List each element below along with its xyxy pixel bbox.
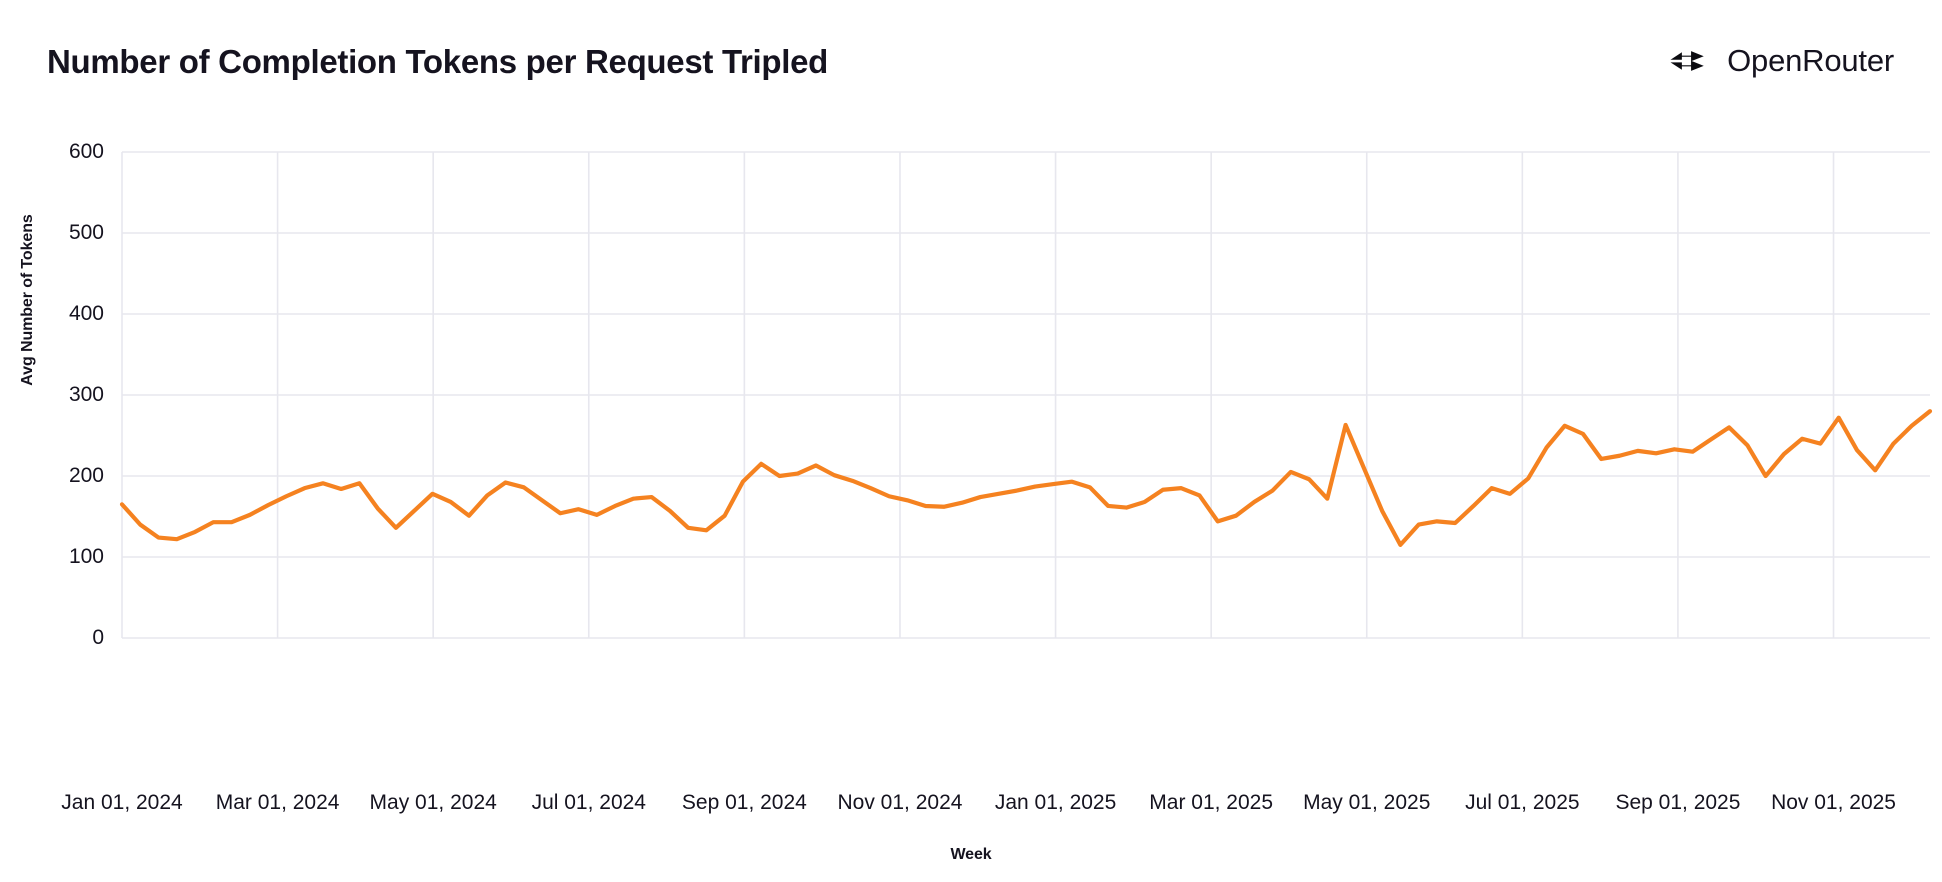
x-tick-label: Jan 01, 2024 bbox=[61, 791, 183, 814]
y-tick-label: 0 bbox=[92, 626, 104, 649]
x-tick-label: Sep 01, 2025 bbox=[1615, 791, 1741, 814]
y-tick-label: 500 bbox=[68, 221, 104, 244]
x-tick-label: May 01, 2024 bbox=[369, 791, 497, 814]
x-tick-label: Mar 01, 2024 bbox=[215, 791, 340, 814]
openrouter-fork-arrow-icon bbox=[1667, 40, 1709, 82]
y-tick-label: 100 bbox=[68, 545, 104, 568]
x-tick-label: Mar 01, 2025 bbox=[1149, 791, 1274, 814]
brand-lockup: OpenRouter bbox=[1667, 40, 1894, 82]
y-axis-title: Avg Number of Tokens bbox=[19, 214, 36, 386]
x-tick-label: May 01, 2025 bbox=[1303, 791, 1431, 814]
x-tick-label: Nov 01, 2025 bbox=[1771, 791, 1896, 814]
x-tick-label: Jul 01, 2024 bbox=[531, 791, 646, 814]
page-title: Number of Completion Tokens per Request … bbox=[47, 43, 829, 80]
chart-header: Number of Completion Tokens per Request … bbox=[0, 0, 1942, 120]
x-tick-label: Jan 01, 2025 bbox=[994, 791, 1117, 814]
brand-name: OpenRouter bbox=[1727, 43, 1894, 78]
x-tick-label: Jul 01, 2025 bbox=[1465, 791, 1580, 814]
x-tick-label: Nov 01, 2024 bbox=[837, 791, 963, 814]
y-tick-label: 400 bbox=[68, 302, 104, 325]
chart-gridlines bbox=[121, 151, 1930, 639]
data-line-avg-tokens bbox=[119, 409, 1933, 547]
y-tick-label: 200 bbox=[68, 464, 104, 487]
y-tick-label: 600 bbox=[68, 140, 104, 163]
x-axis-title: Week bbox=[950, 846, 992, 863]
chart-series-group bbox=[119, 409, 1933, 547]
y-tick-label: 300 bbox=[68, 383, 104, 406]
x-tick-label: Sep 01, 2024 bbox=[681, 791, 807, 814]
